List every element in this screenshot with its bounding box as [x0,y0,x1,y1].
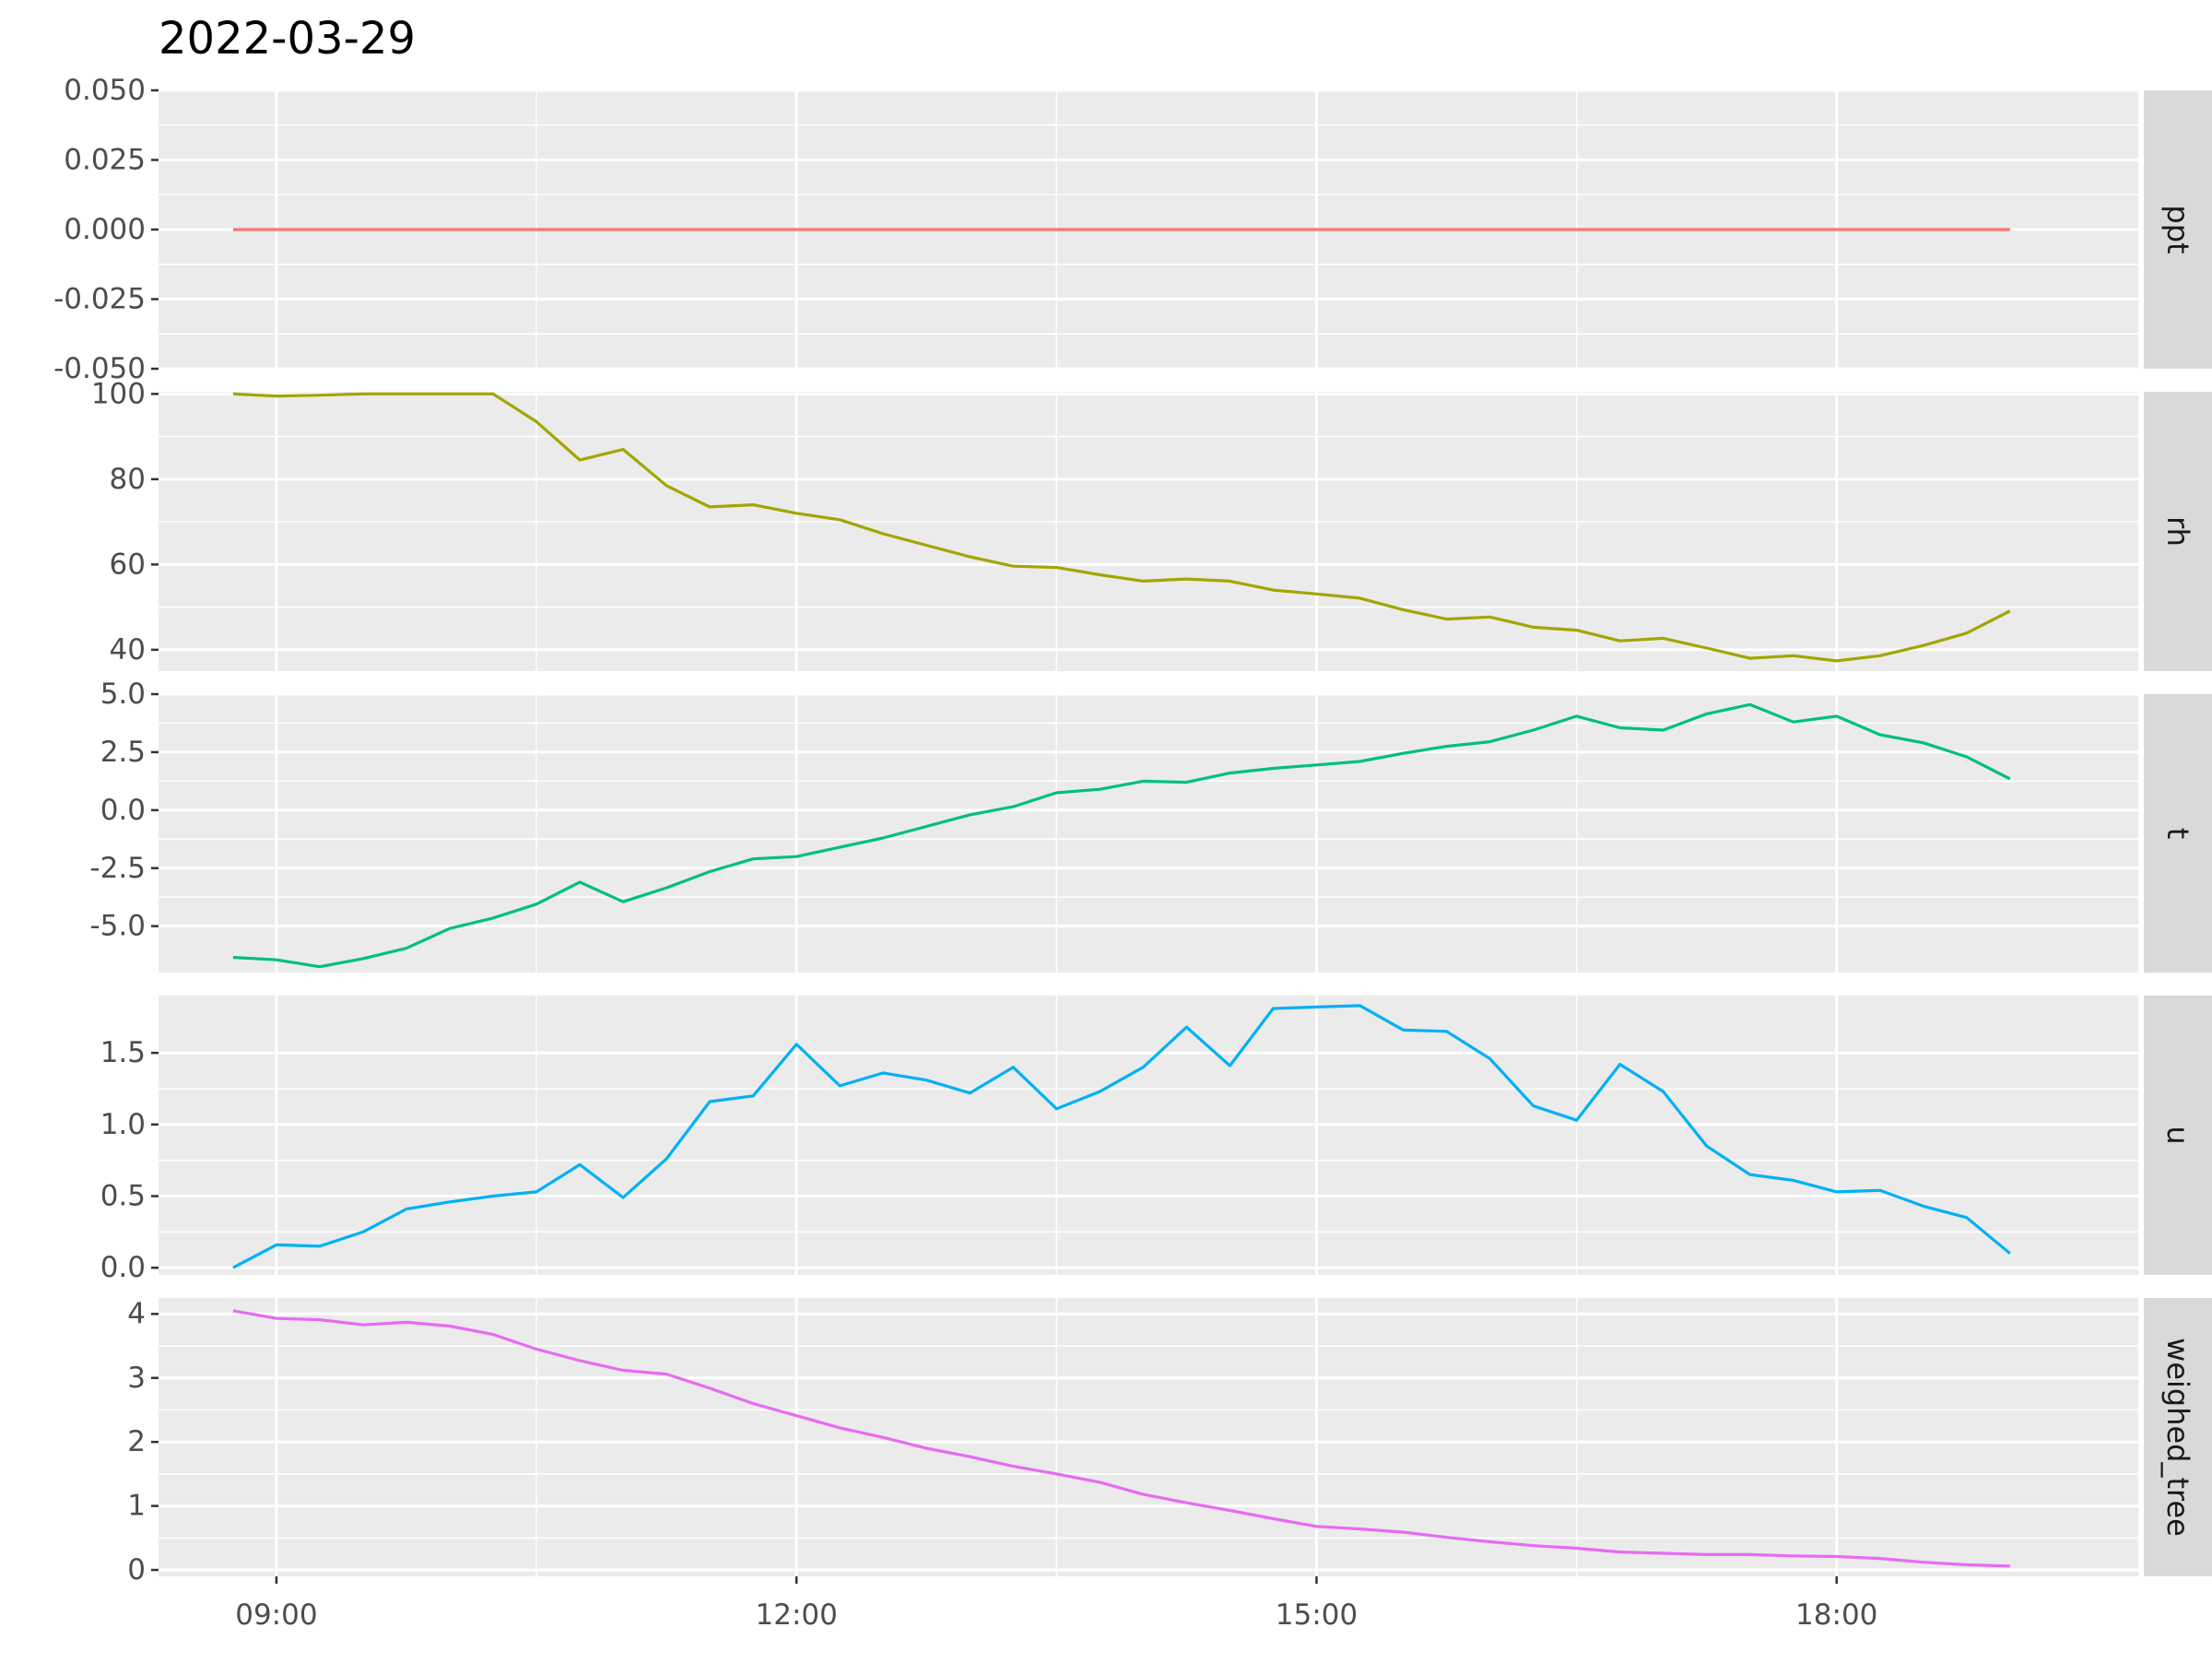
panel-background [159,996,2138,1275]
y-tick-label: -2.5 [90,852,147,885]
facet-strip-label: t [2160,828,2195,840]
y-tick-label: 1 [127,1490,146,1523]
panel-u: 1.5 1.0 0.5 0.0 u [100,996,2212,1284]
y-tick-label: 1.5 [100,1036,146,1069]
x-tick-label: 18:00 [1795,1598,1877,1632]
y-tick-label: 0.0 [100,1251,146,1284]
x-tick-label: 12:00 [756,1598,838,1632]
facet-strip-label: ppt [2160,205,2195,254]
x-tick-label: 09:00 [235,1598,317,1632]
chart-title: 2022-03-29 [159,13,416,65]
facet-strip-label: weighed_tree [2160,1338,2195,1537]
y-tick-label: 0 [127,1553,146,1586]
y-tick-label: 0.025 [64,144,146,177]
panel-rh: 100 80 60 40 rh [91,377,2212,671]
y-tick-label: 2 [127,1425,146,1458]
facet-strip-label: u [2160,1126,2195,1144]
y-tick-label: 2.5 [100,736,146,769]
y-tick-label: 0.5 [100,1180,146,1213]
x-tick-label: 15:00 [1276,1598,1358,1632]
panel-weighed_tree: 4 3 2 1 0 weighed_tree [127,1297,2212,1586]
panel-background [159,1298,2138,1576]
y-tick-label: 0.050 [64,74,146,107]
y-tick-label: 0.0 [100,794,146,827]
y-tick-label: 5.0 [100,678,146,711]
facet-strip-label: rh [2160,516,2195,547]
y-tick-label: 60 [110,548,146,581]
y-tick-label: 80 [110,463,146,496]
y-tick-label: -0.025 [53,283,146,316]
panel-background [159,392,2138,671]
y-tick-label: 4 [127,1297,146,1330]
y-tick-label: -5.0 [90,910,147,943]
panel-t: 5.0 2.5 0.0 -2.5 -5.0 t [90,678,2212,973]
y-tick-label: 1.0 [100,1108,146,1141]
panel-background [159,694,2138,973]
y-tick-label: 40 [110,633,146,666]
y-tick-label: 0.000 [64,213,146,246]
y-tick-label: 3 [127,1362,146,1395]
y-tick-label: 100 [91,377,146,410]
